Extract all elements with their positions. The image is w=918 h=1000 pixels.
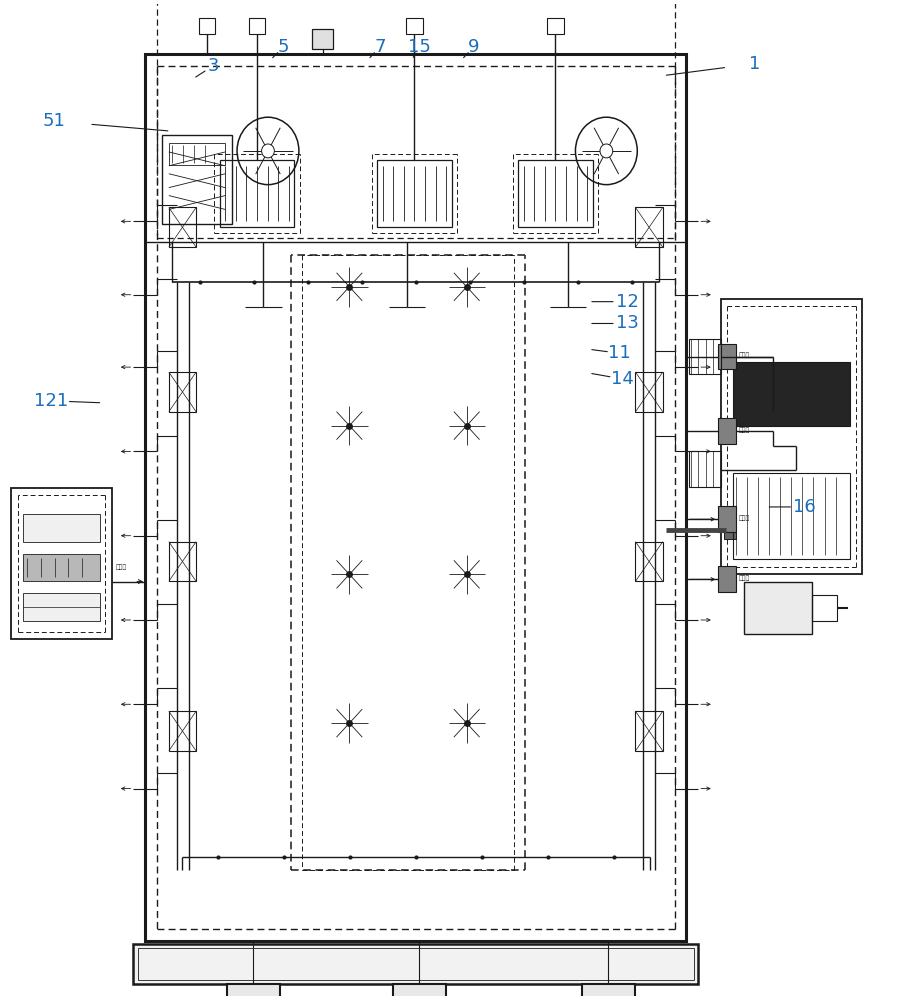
Bar [133,944,699,984]
Bar [407,18,422,34]
Bar [249,18,265,34]
Bar [169,372,196,412]
Bar [23,514,100,542]
Bar [718,418,736,444]
Bar [689,451,721,487]
Text: 13: 13 [616,314,639,332]
Bar [169,711,196,751]
Text: 9: 9 [468,38,479,56]
Bar [547,18,564,34]
Bar [733,473,850,559]
Bar [635,207,663,247]
Bar [635,711,663,751]
Bar [635,372,663,412]
Bar [162,135,232,224]
Bar [377,160,452,227]
Text: 进风口: 进风口 [739,427,750,433]
Bar [733,362,850,426]
Bar [718,566,736,592]
Bar [11,488,111,639]
Bar [518,160,593,227]
Bar [721,299,862,574]
Text: 出风口: 出风口 [739,576,750,581]
Bar [744,582,812,634]
Text: 121: 121 [34,392,69,410]
Bar [689,339,721,374]
Text: 14: 14 [611,370,634,388]
Text: 出风口: 出风口 [739,515,750,521]
Text: 3: 3 [207,57,219,75]
Bar [169,542,196,581]
Text: 1: 1 [749,55,760,73]
Bar [169,143,225,165]
Bar [393,984,446,1000]
Bar [219,160,295,227]
Text: 5: 5 [277,38,289,56]
Text: 7: 7 [375,38,386,56]
Text: 进风口: 进风口 [116,564,128,570]
Bar [23,554,100,581]
Circle shape [262,144,274,158]
Text: 51: 51 [43,112,65,130]
Text: 16: 16 [793,498,816,516]
Bar [311,29,333,49]
Bar [23,593,100,621]
Bar [169,207,196,247]
Text: 15: 15 [409,38,431,56]
Bar [723,521,735,539]
Bar [227,984,280,1000]
Text: 11: 11 [608,344,631,362]
Bar [199,18,215,34]
Bar [718,506,736,532]
Bar [138,948,694,980]
Bar [145,54,687,941]
Text: 进风口: 进风口 [739,353,750,358]
Bar [582,984,634,1000]
Bar [718,344,736,369]
Bar [812,595,837,621]
Text: 12: 12 [616,293,639,311]
Circle shape [600,144,612,158]
Bar [635,542,663,581]
